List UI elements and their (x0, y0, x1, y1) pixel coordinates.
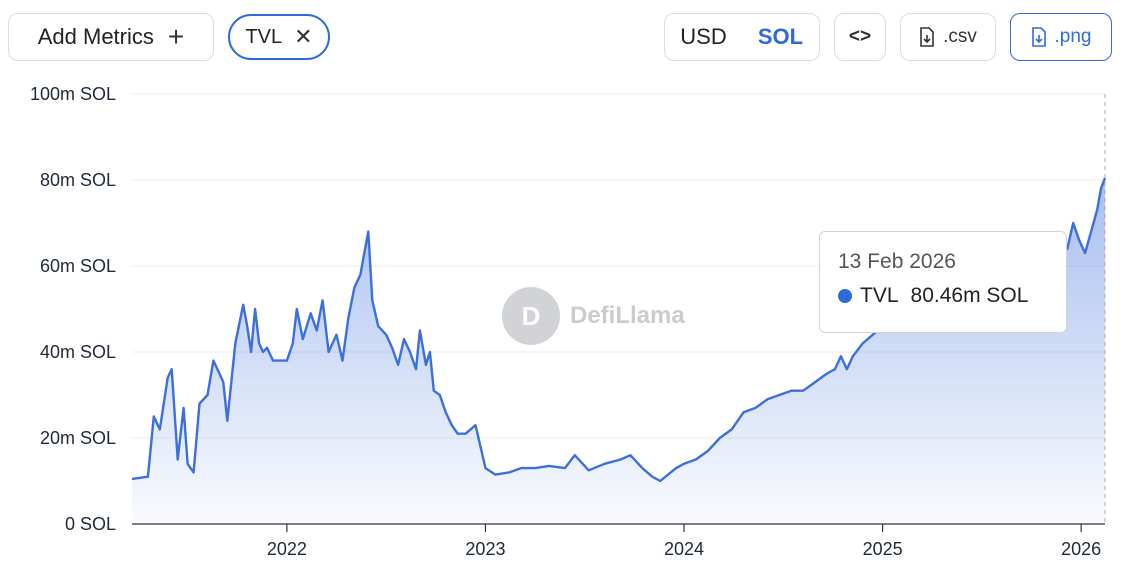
tooltip-value: 80.46m SOL (910, 284, 1029, 307)
tooltip-series: TVL (860, 284, 899, 307)
x-tick-label: 2025 (863, 539, 903, 559)
png-download-button[interactable]: .png (1010, 13, 1112, 61)
plus-icon: + (167, 21, 185, 52)
y-tick-label: 40m SOL (40, 342, 116, 362)
csv-label: .csv (943, 26, 977, 47)
toolbar: Add Metrics + TVL ✕ USD SOL <> .csv .png (0, 0, 1124, 70)
add-metrics-label: Add Metrics (37, 24, 154, 49)
y-tick-label: 60m SOL (40, 256, 116, 276)
x-tick-label: 2023 (465, 539, 505, 559)
series-dot (838, 289, 852, 303)
tvl-area (132, 178, 1105, 524)
x-axis: 2022 2023 2024 2025 2026 (267, 524, 1101, 559)
watermark-text: DefiLlama (570, 302, 685, 329)
tvl-line (131, 177, 1107, 483)
y-tick-label: 80m SOL (40, 170, 116, 190)
file-download-icon (920, 27, 934, 47)
y-axis: 0 SOL 20m SOL 40m SOL 60m SOL 80m SOL 100m SO… (30, 84, 116, 534)
currency-option-sol[interactable]: SOL (757, 24, 804, 49)
png-label: .png (1054, 26, 1092, 47)
tvl-chart[interactable]: 0 SOL 20m SOL 40m SOL 60m SOL 80m SOL 100m SO… (0, 70, 1124, 576)
y-tick-label: 100m SOL (30, 84, 116, 104)
x-tick-label: 2026 (1061, 539, 1101, 559)
chart-tooltip: 13 Feb 2026 TVL 80.46m SOL (819, 231, 1067, 333)
llama-logo-icon: D (502, 287, 560, 345)
currency-option-usd[interactable]: USD (680, 24, 727, 49)
embed-button[interactable]: <> (834, 13, 886, 61)
file-download-icon (1031, 27, 1046, 47)
tooltip-row: TVL 80.46m SOL (838, 284, 1066, 308)
close-icon[interactable]: ✕ (294, 24, 313, 49)
x-tick-label: 2024 (664, 539, 704, 559)
x-tick-label: 2022 (267, 539, 307, 559)
add-metrics-button[interactable]: Add Metrics + (8, 13, 214, 61)
metric-chip-tvl[interactable]: TVL ✕ (228, 14, 330, 60)
y-tick-label: 0 SOL (65, 514, 116, 534)
watermark: D DefiLlama (502, 287, 685, 345)
csv-download-button[interactable]: .csv (900, 13, 996, 61)
currency-toggle: USD SOL (664, 13, 820, 61)
code-icon: <> (848, 26, 872, 47)
y-tick-label: 20m SOL (40, 428, 116, 448)
tooltip-date: 13 Feb 2026 (838, 250, 956, 273)
metric-chip-label: TVL (245, 25, 283, 48)
